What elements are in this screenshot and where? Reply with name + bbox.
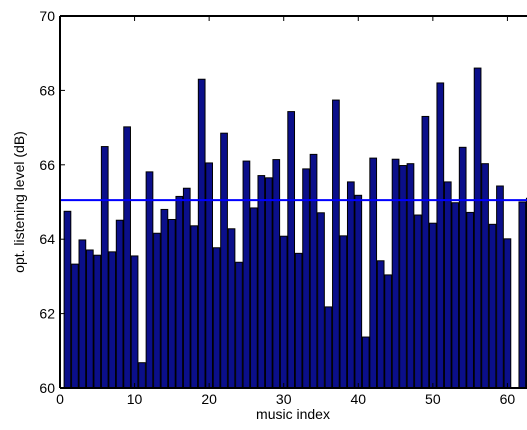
bar [399,165,407,389]
bar [130,255,139,389]
bar [361,336,370,389]
bar [235,261,243,389]
bar [414,214,422,389]
axes-frame [59,15,527,389]
bar [227,228,236,389]
ticks-group: 0 10 20 30 40 50 60 60 62 64 66 68 70 [39,8,515,407]
bar [182,187,191,389]
bar [93,254,102,389]
bar [145,171,154,389]
bar [175,195,184,389]
bar [503,238,512,389]
bar [302,168,310,389]
bar [279,235,288,389]
bar [391,158,400,389]
bar [354,194,363,389]
bar [108,251,117,389]
x-tick-label: 30 [276,391,292,407]
bar [317,212,325,389]
bar [168,218,176,389]
bar [428,222,437,389]
bar [100,146,109,389]
y-tick-label: 70 [39,8,55,24]
bar [518,201,527,389]
y-axis-label: opt. listening level (dB) [11,131,27,273]
bar [138,362,146,389]
bar [436,82,445,389]
bar [384,274,392,389]
bar [123,126,131,389]
bar [473,67,482,389]
bar [458,146,467,389]
bar [160,208,169,389]
bar [85,249,94,389]
x-tick-label: 40 [350,391,366,407]
bar [406,163,415,389]
bar [443,181,452,389]
x-tick-label: 60 [500,391,516,407]
bar [190,225,199,389]
x-tick-label: 0 [56,391,64,407]
bar [153,232,161,389]
bar [63,210,72,389]
bar [488,223,497,389]
bar [71,263,79,389]
bar [115,219,124,389]
y-tick-label: 68 [39,82,55,98]
bar [451,202,460,389]
bar [332,99,340,389]
bar [481,163,489,389]
bar [376,260,385,389]
bar [294,252,303,389]
bar [242,160,251,389]
bar [287,111,296,389]
x-tick-label: 50 [425,391,441,407]
bar [272,159,281,389]
bar [250,207,258,389]
x-tick-label: 20 [201,391,217,407]
bar [309,153,318,389]
bar [496,185,504,389]
x-tick-label: 10 [127,391,143,407]
bar [264,177,273,389]
bar [197,78,206,389]
bar [369,157,378,389]
bar [324,306,333,389]
bar [339,235,348,389]
bar [466,211,474,389]
y-tick-label: 60 [39,380,55,396]
x-axis-label: music index [256,406,330,422]
bar [205,162,213,389]
bar [257,175,266,389]
bar [421,115,430,389]
bar [212,247,221,389]
bar [346,181,355,389]
bar [78,239,87,389]
y-tick-label: 62 [39,306,55,322]
y-tick-label: 66 [39,157,55,173]
bar [220,132,228,389]
y-tick-label: 64 [39,231,55,247]
